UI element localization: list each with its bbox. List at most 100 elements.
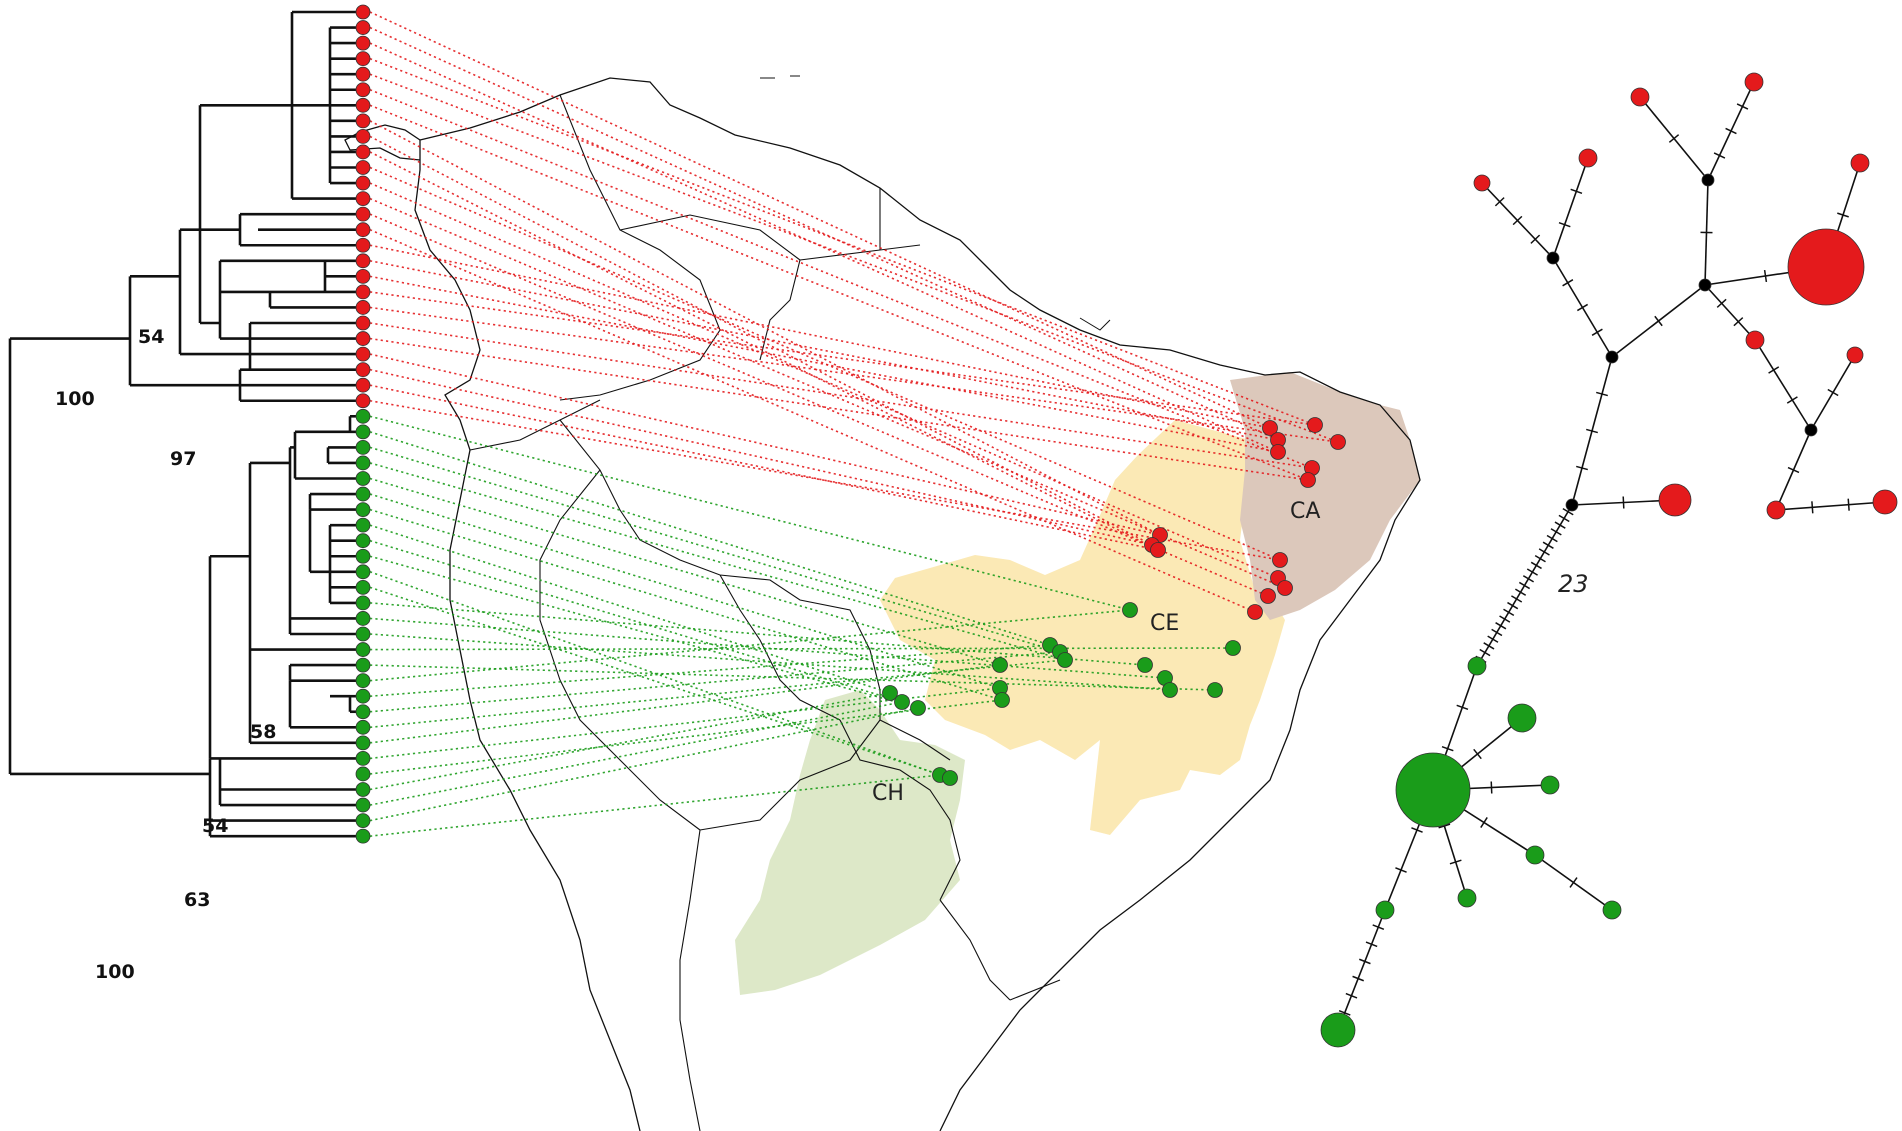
network-edge: [1775, 501, 1886, 511]
region-label-CA: CA: [1290, 499, 1320, 524]
green-haplotype-node: [1540, 775, 1560, 795]
green-haplotype-node: [1467, 656, 1487, 676]
green-tip-circle: [355, 797, 371, 813]
red-tip-circle: [355, 284, 371, 300]
bootstrap-label-root-green: 100: [95, 961, 135, 983]
central-america-outline: [344, 124, 421, 161]
red-tip-circle: [355, 20, 371, 35]
tip-to-locality-connectors: [369, 11, 1339, 837]
network-median-vector: [1701, 173, 1715, 187]
green-connector-line: [369, 493, 1001, 689]
green-locality-point: [942, 770, 958, 786]
red-tip-circle: [355, 51, 371, 67]
green-tip-circle: [355, 766, 371, 782]
green-connector-line: [369, 524, 891, 694]
red-haplotype-node: [1850, 153, 1870, 173]
mutation-tick: [1787, 466, 1800, 474]
mutation-tick: [1411, 827, 1423, 833]
mutation-tick: [1494, 197, 1505, 207]
country-borders: [469, 94, 1061, 1131]
green-connector-line: [369, 699, 1003, 775]
mutation-tick: [1847, 498, 1850, 511]
green-tip-circle: [355, 486, 371, 502]
red-tip-circle: [355, 393, 371, 409]
mutation-tick: [1713, 152, 1726, 159]
green-locality-point: [994, 692, 1010, 708]
mutation-tick: [1456, 704, 1469, 711]
red-haplotype-node: [1787, 228, 1865, 306]
red-haplotype-node: [1630, 87, 1650, 107]
green-locality-point: [1225, 640, 1241, 656]
network-edge: [1704, 284, 1756, 341]
green-connector-line: [369, 651, 1061, 713]
mutation-tick: [1562, 508, 1574, 516]
green-connector-line: [369, 508, 1003, 701]
region-CH-chaco: [735, 690, 965, 995]
green-haplotype-node: [1375, 900, 1395, 920]
red-connector-line: [369, 322, 1313, 469]
mutation-tick: [1395, 867, 1407, 873]
mutation-tick: [1483, 642, 1495, 650]
green-connector-line: [369, 446, 1061, 653]
south-america-map: [344, 75, 1421, 1131]
red-connector-line: [369, 291, 1316, 426]
green-tip-circle: [355, 471, 371, 486]
green-tip-circle: [355, 673, 371, 689]
mutation-tick: [1716, 298, 1727, 308]
mutation-tick: [1526, 568, 1538, 576]
mutation-tick: [1768, 366, 1780, 374]
mutation-tick: [1546, 534, 1558, 543]
red-tip-circle: [355, 377, 371, 393]
red-locality-point: [1270, 444, 1286, 460]
bootstrap-label-green-54: 54: [202, 815, 228, 837]
red-connector-line: [369, 337, 1309, 481]
mutation-tick: [1763, 269, 1768, 283]
green-haplotype-node: [1395, 752, 1471, 828]
network-median-vector: [1565, 498, 1579, 512]
red-haplotype-node: [1745, 330, 1765, 350]
bootstrap-labels: 100 54 97 58 54 63 100: [55, 326, 276, 983]
green-connector-line: [369, 431, 1051, 646]
green-haplotype-node: [1602, 900, 1622, 920]
mutation-tick: [1480, 817, 1488, 828]
green-haplotype-node: [1457, 888, 1477, 908]
mutation-tick: [1837, 212, 1849, 218]
green-connector-line: [369, 633, 1171, 691]
green-locality-point: [992, 657, 1008, 673]
green-connector-line: [369, 415, 1131, 611]
mutation-tick: [1569, 877, 1578, 888]
green-haplotype-node: [1525, 845, 1545, 865]
red-tip-circle: [355, 191, 371, 207]
green-connector-line: [369, 647, 1234, 651]
network-median-vector: [1804, 423, 1818, 437]
green-connector-line: [369, 539, 903, 703]
red-connector-line: [369, 11, 1271, 429]
red-locality-point: [1307, 417, 1323, 433]
green-tip-circle: [355, 579, 371, 595]
mutation-tick: [1570, 188, 1583, 195]
mutation-tick: [1576, 303, 1589, 312]
green-tip-circle: [355, 533, 371, 549]
green-tip-circle: [355, 439, 371, 455]
red-tip-circle: [355, 315, 371, 331]
red-connector-line: [369, 197, 1286, 589]
red-connector-line: [369, 26, 1279, 441]
green-tip-circle: [355, 626, 371, 642]
green-connector-line: [369, 644, 1051, 697]
red-haplotype-node: [1766, 500, 1786, 520]
red-tip-circle: [355, 35, 371, 51]
mutation-tick: [1576, 465, 1588, 471]
red-connector-line: [369, 368, 1153, 546]
red-tip-circle: [355, 175, 371, 191]
sampling-localities: [882, 417, 1346, 786]
red-tip-circle: [355, 113, 371, 129]
red-locality-point: [1262, 420, 1278, 436]
northern-coast-islands: [760, 75, 1111, 331]
red-tip-circle: [355, 331, 371, 346]
mutation-tick: [1490, 781, 1493, 794]
red-connector-line: [369, 57, 1316, 426]
mutation-tick: [1449, 859, 1462, 865]
green-tip-circle: [355, 611, 371, 626]
red-connector-line: [369, 120, 1161, 536]
red-tip-circle: [355, 253, 371, 269]
